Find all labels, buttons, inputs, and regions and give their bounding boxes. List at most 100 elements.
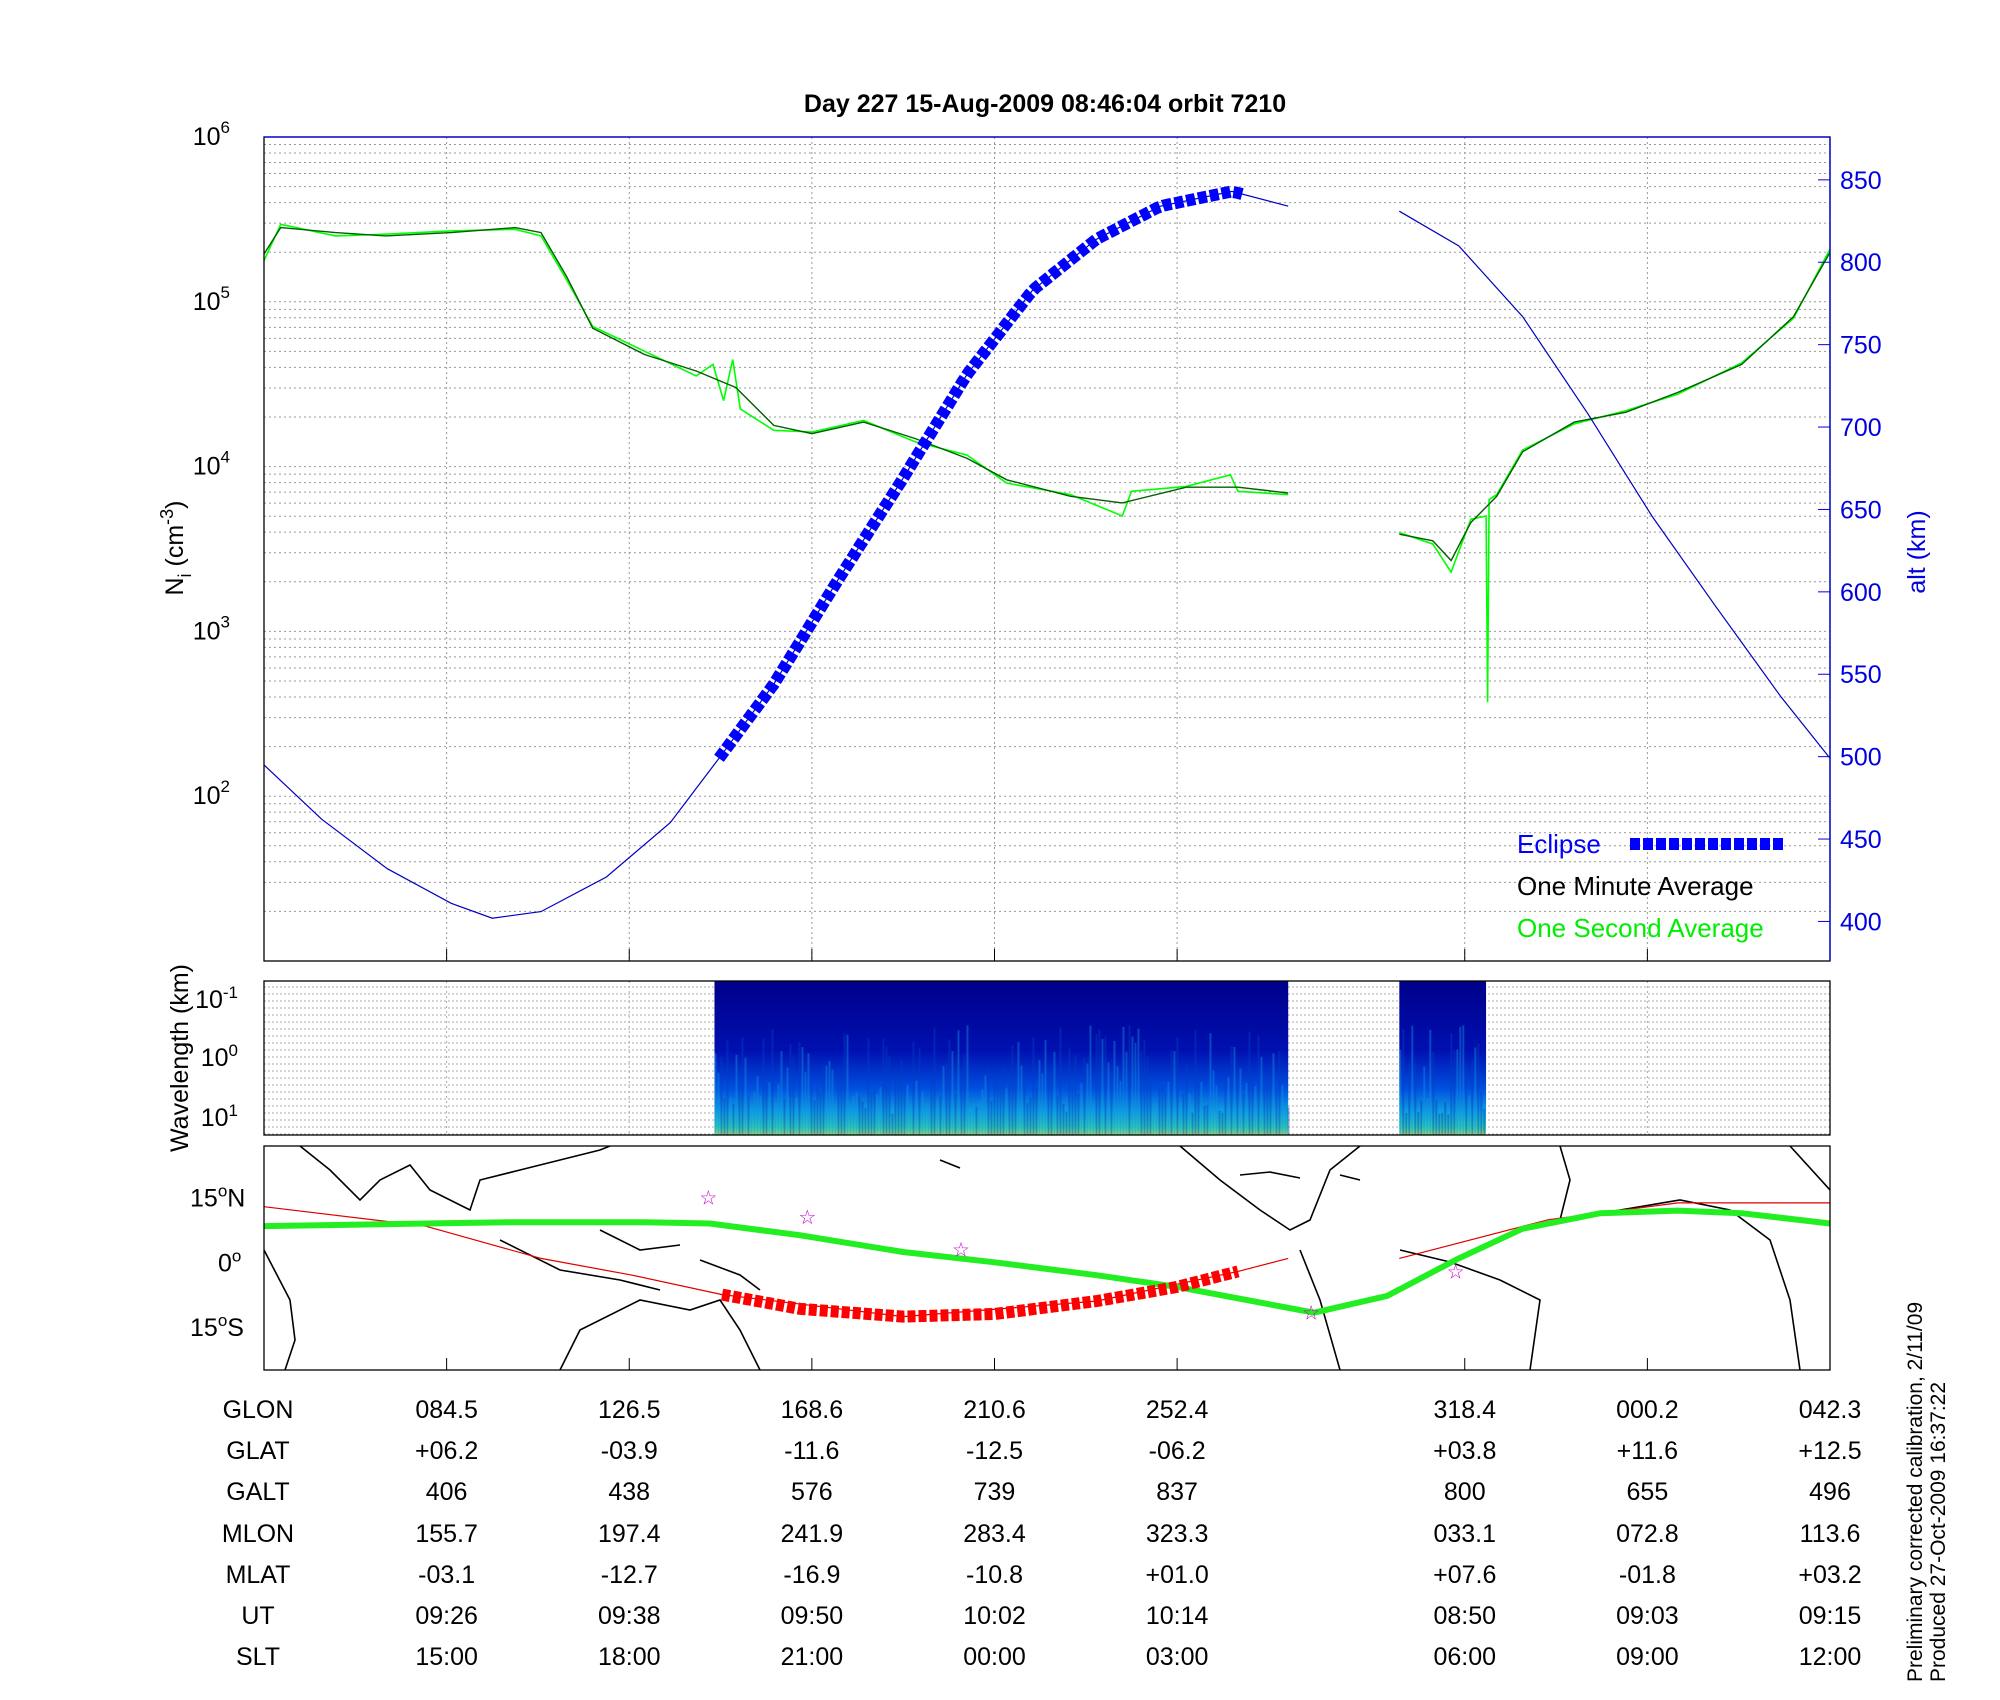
spectrogram-streak [1005,1088,1008,1135]
spectrogram-streak [1074,1055,1077,1135]
spectrogram-streak [1405,1112,1408,1135]
spectrogram-streak [939,1096,942,1135]
table-cell: 000.2 [1616,1396,1679,1424]
spectrogram-streak [1176,1037,1179,1135]
y2-tick-labels: 400 450 500 550 600 650 700 750 800 850 [1818,167,1882,936]
spectrogram-streak [1417,1112,1420,1135]
table-cell: 09:15 [1799,1602,1862,1630]
series-layer [263,185,1831,919]
grid [446,1358,1831,1370]
spectrogram-streak [822,1064,825,1135]
table-cell: 03:00 [1146,1643,1209,1671]
y-tick-label: 102 [193,777,230,810]
spectrogram-y-tick: 10-1 [195,983,238,1014]
spectrogram-streak [1152,1108,1155,1135]
spectrogram-streak [834,1108,837,1135]
y-tick-labels: 10-1 100 101 [195,983,238,1132]
spectrogram-block [714,981,1289,1135]
spectrogram-streak [1254,1086,1257,1135]
spectrogram-streak [726,1040,729,1135]
y2-tick-label: 400 [1840,908,1882,936]
spectrogram-streak [807,1053,810,1135]
spectrogram-streak [1002,1067,1005,1135]
spectrogram-streak [840,1074,843,1135]
event-star-marker: ☆ [1447,1261,1465,1283]
table-cell: 09:50 [781,1602,844,1630]
table-cell: +03.2 [1798,1561,1861,1589]
spectrogram-streak [1281,1085,1284,1135]
legend-eclipse: Eclipse [1517,829,1601,859]
spectrogram-streak [1278,1051,1281,1135]
y2-tick-label: 750 [1840,332,1882,360]
spectrogram-streak [744,1057,747,1135]
spectrogram-streak [1236,1075,1239,1135]
table-cell: 10:02 [963,1602,1026,1630]
spectrogram-streak [1287,1107,1290,1135]
spectrogram-streak [1420,1100,1423,1135]
spectrogram-streak [1474,1047,1477,1135]
one-minute-average-line [1399,252,1831,562]
spectrogram-streak [873,1089,876,1135]
spectrogram-streak [1089,1025,1092,1135]
spectrogram-streak [861,1101,864,1135]
spectrogram-streak [777,1083,780,1135]
spectrogram-streak [1182,1094,1185,1135]
spectrogram-streak [741,1037,744,1135]
spectrogram-streak [864,1107,867,1135]
table-cell: -06.2 [1149,1437,1206,1465]
y-tick-labels: 102 103 104 105 106 [193,118,230,810]
spectrogram-streak [1411,1025,1414,1135]
spectrogram-streak [1215,1085,1218,1135]
spectrogram-streak [1056,1095,1059,1135]
table-cell: 252.4 [1146,1396,1209,1424]
spectrogram-streak [1008,1078,1011,1135]
spectrogram-streak [1426,1098,1429,1135]
table-cell: -11.6 [784,1437,839,1465]
spectrogram-streak [1468,1095,1471,1135]
spectrogram-streak [1269,1071,1272,1135]
table-cell: 318.4 [1433,1396,1496,1424]
table-cell: +11.6 [1617,1437,1678,1465]
table-cell: 042.3 [1799,1396,1862,1424]
altitude-line [263,190,1289,919]
spectrogram-streak [969,1111,972,1135]
table-cell: 08:50 [1433,1602,1496,1630]
ground-track-map: ☆ ☆ ☆ ☆ ☆ 15oN 0o 15oS [190,1145,1831,1371]
spectrogram-streak [1035,1088,1038,1135]
spectrogram-streak [1203,1105,1206,1135]
spectrogram-streak [1414,1062,1417,1135]
track-layer: ☆ ☆ ☆ ☆ ☆ [263,1188,1831,1325]
spectrogram-streak [1260,1056,1263,1135]
spectrogram-streak [960,1070,963,1135]
table-cell: 837 [1156,1478,1198,1506]
spectrogram-streak [756,1076,759,1135]
spectrogram-streak [894,1067,897,1135]
spectrogram-streak [753,1091,756,1135]
table-cell: 06:00 [1433,1643,1496,1671]
coastline-india-asia [299,1146,611,1212]
spectrogram-streak [1038,1060,1041,1135]
spectrogram-streak [957,1030,960,1135]
spectrogram-streak [1447,1114,1450,1135]
spectrogram-streak [1218,1110,1221,1135]
spectrogram-streak [1432,1051,1435,1135]
spectrogram-streak [1465,1066,1468,1135]
event-star-marker: ☆ [699,1188,717,1210]
spectrogram-streak [1450,1033,1453,1135]
row-label-mlon: MLON [222,1520,294,1548]
table-cell: -12.5 [966,1437,1023,1465]
spectrogram-streak [909,1108,912,1135]
spectrogram-streak [1435,1099,1438,1135]
spectrogram-streak [1194,1029,1197,1135]
spectrogram-streak [1101,1038,1104,1135]
spectrogram-streak [1257,1035,1260,1135]
spectrogram-streak [1230,1045,1233,1135]
spectrogram-panel: 10-1 100 101 Wavelength (km) [166,964,1831,1152]
spectrogram-streak [1471,1061,1474,1135]
spectrogram-streak [762,1038,765,1135]
row-label-slt: SLT [236,1643,280,1671]
spectrogram-streak [1248,1031,1251,1135]
spectrogram-streak [1137,1028,1140,1135]
spectrogram-streak [768,1082,771,1135]
spectrogram-streak [972,1103,975,1135]
